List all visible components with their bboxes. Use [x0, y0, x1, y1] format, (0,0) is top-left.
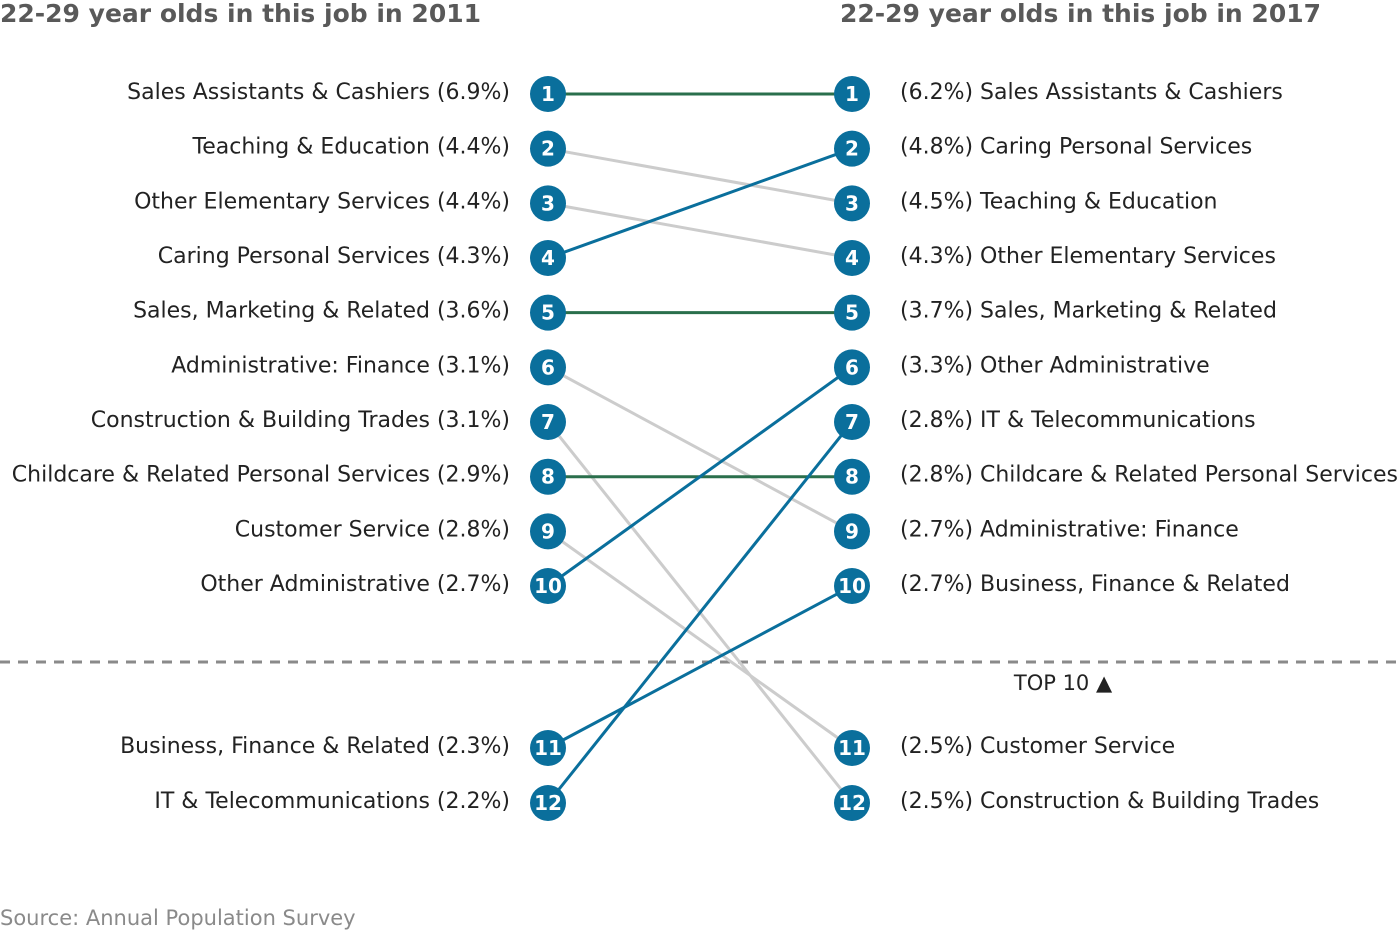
left-occupation-label: Other Administrative (2.7%) — [200, 572, 510, 597]
left-rank-marker — [530, 458, 566, 495]
left-rank-marker — [530, 294, 566, 331]
left-rank-number: 2 — [541, 137, 555, 161]
left-occupation-label: IT & Telecommunications (2.2%) — [154, 789, 510, 814]
left-rank-marker — [530, 513, 566, 550]
right-rank-number: 11 — [838, 736, 866, 760]
left-occupation-label: Construction & Building Trades (3.1%) — [91, 408, 510, 433]
left-occupation-label: Teaching & Education (4.4%) — [192, 135, 511, 160]
right-rank-marker — [834, 294, 870, 331]
right-occupation-label: (2.8%) IT & Telecommunications — [900, 408, 1256, 433]
rank-link — [547, 366, 853, 588]
left-rank-marker — [530, 404, 566, 441]
right-rank-number: 10 — [838, 574, 866, 598]
left-occupation-label: Childcare & Related Personal Services (2… — [12, 463, 510, 488]
left-rank-marker — [530, 130, 566, 167]
left-occupation-label: Caring Personal Services (4.3%) — [158, 244, 510, 269]
rank-link — [547, 530, 853, 750]
right-occupation-label: (2.7%) Business, Finance & Related — [900, 572, 1290, 597]
right-rank-marker — [834, 130, 870, 167]
right-rank-number: 3 — [845, 191, 859, 215]
right-occupation-label: (4.3%) Other Elementary Services — [900, 244, 1276, 269]
right-occupation-label: (2.7%) Administrative: Finance — [900, 517, 1239, 542]
right-rank-marker — [834, 513, 870, 550]
right-rank-marker — [834, 458, 870, 495]
left-rank-marker — [530, 568, 566, 605]
left-occupation-label: Business, Finance & Related (2.3%) — [120, 734, 510, 759]
rank-link — [547, 201, 853, 260]
left-rank-marker — [530, 76, 566, 112]
left-rank-number: 5 — [541, 301, 555, 325]
right-rank-marker — [834, 240, 870, 277]
left-rank-number: 12 — [534, 791, 562, 815]
right-rank-marker — [834, 76, 870, 112]
left-rank-number: 9 — [541, 519, 555, 543]
right-occupation-label: (3.7%) Sales, Marketing & Related — [900, 299, 1277, 324]
right-column-title: 22-29 year olds in this job in 2017 — [840, 0, 1321, 28]
right-occupation-label: (2.8%) Childcare & Related Personal Serv… — [900, 463, 1398, 488]
left-rank-number: 10 — [534, 574, 562, 598]
left-rank-marker — [530, 785, 566, 821]
rank-link — [547, 366, 853, 533]
right-rank-number: 2 — [845, 137, 859, 161]
rank-links — [546, 92, 854, 804]
left-rank-marker — [530, 240, 566, 277]
left-rank-number: 7 — [541, 410, 555, 434]
right-rank-number: 6 — [845, 355, 859, 379]
right-occupation-label: (6.2%) Sales Assistants & Cashiers — [900, 80, 1283, 105]
rank-link — [546, 421, 854, 804]
right-rank-marker — [834, 185, 870, 222]
rank-link — [547, 147, 853, 260]
left-occupation-label: Customer Service (2.8%) — [235, 517, 510, 542]
top10-label: TOP 10 ▲ — [1013, 671, 1113, 695]
left-occupation-label: Administrative: Finance (3.1%) — [171, 353, 510, 378]
left-occupation-label: Sales Assistants & Cashiers (6.9%) — [127, 80, 510, 105]
right-rank-number: 1 — [845, 82, 859, 106]
left-rank-number: 1 — [541, 82, 555, 106]
left-rank-marker — [530, 730, 566, 766]
right-rank-marker — [834, 568, 870, 605]
left-rank-number: 3 — [541, 191, 555, 215]
right-occupation-label: (4.8%) Caring Personal Services — [900, 135, 1252, 160]
right-occupation-label: (4.5%) Teaching & Education — [900, 189, 1218, 214]
left-column-title: 22-29 year olds in this job in 2011 — [0, 0, 481, 28]
left-rank-number: 11 — [534, 736, 562, 760]
left-rank-number: 8 — [541, 465, 555, 489]
right-rank-number: 12 — [838, 791, 866, 815]
right-rank-number: 7 — [845, 410, 859, 434]
right-rank-number: 5 — [845, 301, 859, 325]
right-occupation-label: (2.5%) Construction & Building Trades — [900, 789, 1319, 814]
right-rank-marker — [834, 730, 870, 766]
right-rank-marker — [834, 349, 870, 386]
right-rank-marker — [834, 785, 870, 821]
left-rank-number: 6 — [541, 355, 555, 379]
right-rank-number: 9 — [845, 519, 859, 543]
left-rank-marker — [530, 349, 566, 386]
rank-link — [547, 147, 853, 205]
left-occupation-label: Other Elementary Services (4.4%) — [134, 189, 510, 214]
right-rank-marker — [834, 404, 870, 441]
right-occupation-label: (2.5%) Customer Service — [900, 734, 1175, 759]
left-occupation-label: Sales, Marketing & Related (3.6%) — [133, 299, 510, 324]
source-note: Source: Annual Population Survey — [0, 906, 356, 930]
right-occupation-label: (3.3%) Other Administrative — [900, 353, 1210, 378]
rank-labels: Sales Assistants & Cashiers (6.9%) Teachi… — [12, 80, 1398, 814]
right-rank-number: 8 — [845, 465, 859, 489]
left-rank-marker — [530, 185, 566, 222]
rank-link — [547, 584, 853, 750]
left-rank-number: 4 — [541, 246, 555, 270]
right-rank-number: 4 — [845, 246, 859, 270]
